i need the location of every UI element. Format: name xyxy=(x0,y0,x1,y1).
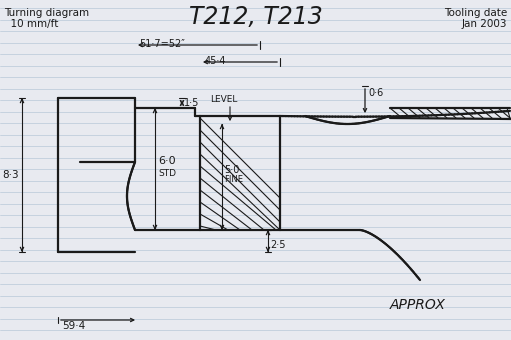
Text: 51·7=52″: 51·7=52″ xyxy=(139,39,185,49)
Text: LEVEL: LEVEL xyxy=(210,95,238,104)
Text: APPROX: APPROX xyxy=(390,298,446,312)
Text: 0·6: 0·6 xyxy=(368,88,383,98)
Text: 5·0: 5·0 xyxy=(224,165,239,175)
Text: 59·4: 59·4 xyxy=(62,321,85,331)
Text: 45·4: 45·4 xyxy=(205,56,226,66)
Text: Tooling date: Tooling date xyxy=(444,8,507,18)
Text: 1·5: 1·5 xyxy=(184,98,199,108)
Text: FINE: FINE xyxy=(224,175,243,185)
Text: 2·5: 2·5 xyxy=(270,240,286,250)
Text: T212, T213: T212, T213 xyxy=(189,5,323,29)
Text: STD: STD xyxy=(158,170,176,178)
Text: Jan 2003: Jan 2003 xyxy=(461,19,507,29)
Text: 6·0: 6·0 xyxy=(158,156,176,166)
Text: Turning diagram: Turning diagram xyxy=(4,8,89,18)
Text: 8·3: 8·3 xyxy=(3,170,19,180)
Text: 10 mm/ft: 10 mm/ft xyxy=(4,19,58,29)
